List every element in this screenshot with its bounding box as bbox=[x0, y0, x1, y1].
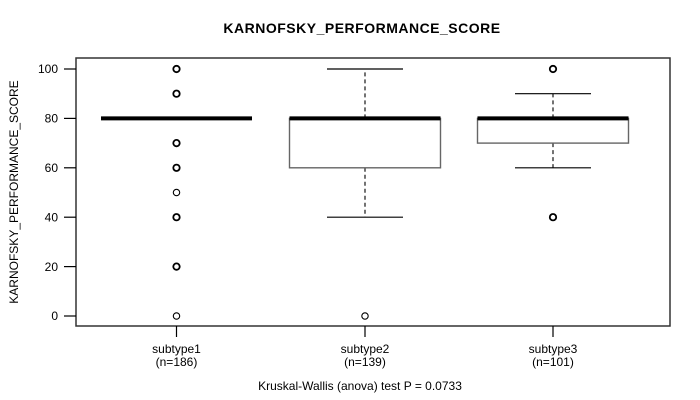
outlier-point bbox=[172, 262, 181, 271]
outlier-point bbox=[548, 64, 558, 74]
plot-border bbox=[75, 57, 671, 327]
x-group-label: subtype1 bbox=[152, 342, 201, 356]
y-tick-label: 0 bbox=[51, 309, 58, 323]
outlier-point bbox=[172, 139, 181, 148]
y-tick-label: 80 bbox=[45, 112, 59, 126]
x-group-label: subtype3 bbox=[529, 342, 578, 356]
outlier-point bbox=[172, 188, 181, 197]
outlier-point bbox=[172, 89, 181, 98]
y-tick-label: 60 bbox=[45, 161, 59, 175]
outlier-point bbox=[361, 312, 369, 320]
y-tick-label: 20 bbox=[45, 260, 59, 274]
x-group-n-label: (n=139) bbox=[344, 355, 386, 369]
outlier-point bbox=[172, 163, 181, 172]
iqr-box bbox=[476, 117, 630, 144]
y-tick-label: 100 bbox=[38, 62, 58, 76]
outlier-point bbox=[548, 213, 558, 222]
outlier-point bbox=[172, 312, 181, 320]
stats-annotation: Kruskal-Wallis (anova) test P = 0.0733 bbox=[258, 379, 462, 393]
x-group-n-label: (n=186) bbox=[156, 355, 198, 369]
chart-title: KARNOFSKY_PERFORMANCE_SCORE bbox=[223, 20, 501, 36]
x-group-label: subtype2 bbox=[341, 342, 390, 356]
iqr-box bbox=[288, 117, 442, 169]
x-group-n-label: (n=101) bbox=[532, 355, 574, 369]
outlier-point bbox=[172, 64, 181, 74]
outlier-point bbox=[172, 213, 181, 222]
y-tick-label: 40 bbox=[45, 210, 59, 224]
